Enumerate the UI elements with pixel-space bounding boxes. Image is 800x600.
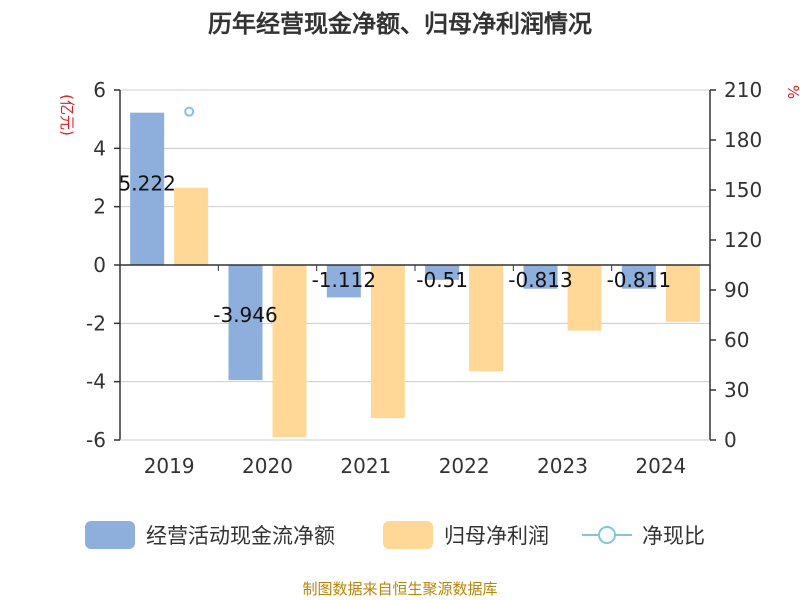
legend: 经营活动现金流净额 归母净利润 净现比 — [85, 521, 705, 549]
source-note: 制图数据来自恒生聚源数据库 — [302, 580, 497, 598]
bar-cash-flow — [621, 265, 656, 289]
legend-label-net-profit: 归母净利润 — [444, 524, 549, 548]
legend-marker-ratio — [598, 526, 616, 544]
data-label-cash-flow: -0.51 — [416, 268, 468, 292]
right-axis-unit: % — [784, 85, 800, 99]
x-axis-tick-label: 2024 — [635, 454, 686, 478]
x-axis-tick-label: 2023 — [537, 454, 588, 478]
legend-label-ratio: 净现比 — [642, 524, 705, 548]
right-axis-tick-label: 150 — [724, 178, 762, 202]
x-axis-tick-label: 2022 — [439, 454, 490, 478]
bar-cash-flow — [228, 265, 263, 381]
bar-cash-flow — [326, 265, 361, 298]
data-label-cash-flow: -1.112 — [312, 268, 376, 292]
data-labels-layer: 5.222 -3.946 -1.112 -0.51 -0.813 -0.811 — [119, 172, 672, 327]
right-axis-tick-label: 0 — [724, 428, 737, 452]
left-axis-tick-label: -4 — [86, 370, 106, 394]
left-axis-tick-label: 4 — [93, 136, 106, 160]
bar-net-profit — [567, 265, 602, 331]
chart-title: 历年经营现金净额、归母净利润情况 — [208, 10, 592, 38]
right-axis-tick-label: 30 — [724, 378, 749, 402]
bar-cash-flow — [425, 265, 460, 280]
x-axis-tick-label: 2021 — [340, 454, 391, 478]
right-axis-tick-label: 210 — [724, 78, 762, 102]
bar-net-profit — [174, 187, 209, 265]
axes-layer: 6 4 2 0 -2 -4 -6 210 180 150 120 90 60 30 0 2019 2020 202… — [86, 78, 762, 478]
x-axis-tick-label: 2020 — [242, 454, 293, 478]
left-axis-tick-label: -6 — [86, 428, 106, 452]
right-axis-tick-label: 60 — [724, 328, 749, 352]
data-label-cash-flow: -0.813 — [508, 268, 572, 292]
ratio-point — [184, 106, 195, 117]
left-axis-unit: (亿元) — [58, 94, 76, 136]
left-axis-tick-label: -2 — [86, 311, 106, 335]
bar-net-profit — [469, 265, 504, 372]
x-axis-tick-label: 2019 — [144, 454, 195, 478]
bar-net-profit — [272, 265, 307, 438]
legend-swatch-net-profit — [383, 521, 433, 549]
right-axis-tick-label: 90 — [724, 278, 749, 302]
data-label-cash-flow: -0.811 — [607, 268, 671, 292]
bar-net-profit — [665, 265, 700, 322]
right-axis-tick-label: 120 — [724, 228, 762, 252]
bars-layer — [130, 106, 700, 438]
left-axis-tick-label: 0 — [93, 253, 106, 277]
legend-label-cash-flow: 经营活动现金流净额 — [146, 524, 335, 548]
right-axis-tick-label: 180 — [724, 128, 762, 152]
left-axis-tick-label: 2 — [93, 195, 106, 219]
bar-cash-flow — [523, 265, 558, 289]
bar-cash-flow — [130, 112, 165, 265]
data-label-cash-flow: 5.222 — [119, 172, 176, 196]
data-label-cash-flow: -3.946 — [213, 303, 277, 327]
left-axis-tick-label: 6 — [93, 78, 106, 102]
bar-net-profit — [370, 265, 405, 419]
legend-swatch-cash-flow — [85, 521, 135, 549]
